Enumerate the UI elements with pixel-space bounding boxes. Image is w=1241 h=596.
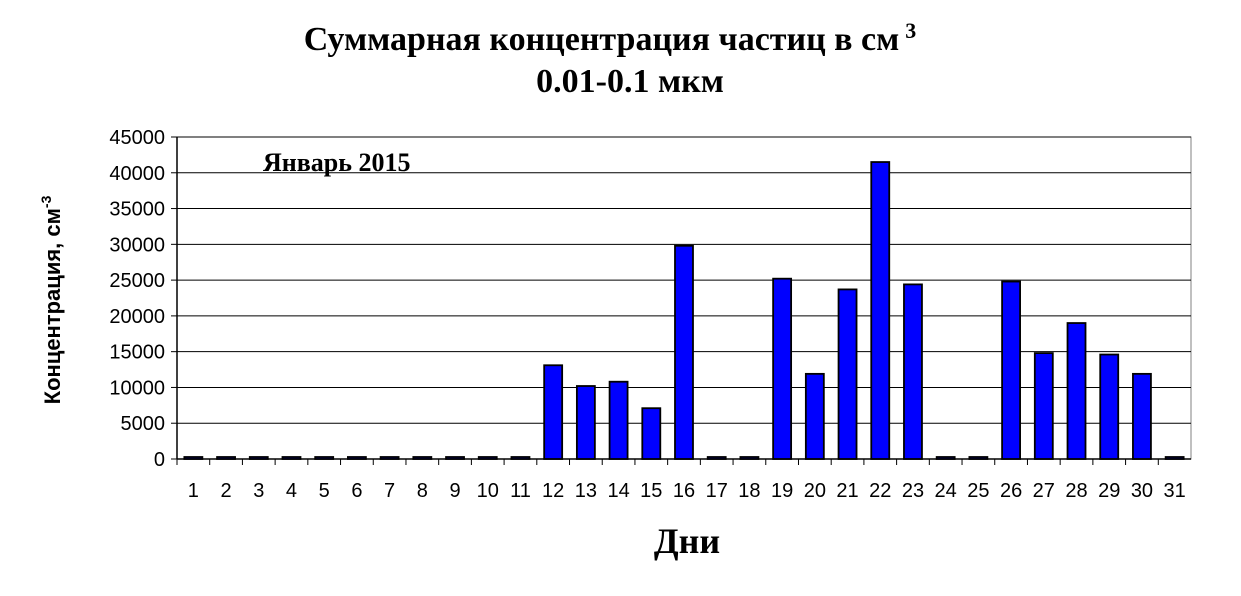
bar-day-15 bbox=[641, 407, 662, 460]
x-tick-label: 25 bbox=[967, 480, 989, 502]
chart-title-main: Суммарная концентрация частиц в см bbox=[304, 21, 900, 58]
x-tick-label: 9 bbox=[449, 480, 460, 502]
bar-day-4 bbox=[281, 456, 302, 460]
x-tick-label: 31 bbox=[1164, 480, 1186, 502]
x-tick-label: 12 bbox=[542, 480, 564, 502]
bar-day-3 bbox=[248, 456, 269, 460]
x-tick-label: 18 bbox=[738, 480, 760, 502]
x-tick-label: 14 bbox=[607, 480, 629, 502]
bar-day-5 bbox=[314, 456, 335, 460]
bar-day-21 bbox=[837, 288, 858, 460]
bar-day-9 bbox=[445, 456, 465, 460]
bar-day-17 bbox=[706, 456, 727, 460]
bar-day-27 bbox=[1033, 352, 1054, 460]
y-axis-label-main: Концентрация, см bbox=[40, 208, 65, 404]
bar-day-29 bbox=[1099, 353, 1120, 460]
x-tick-label: 30 bbox=[1131, 480, 1153, 502]
bar-day-31 bbox=[1164, 456, 1185, 460]
x-tick-label: 28 bbox=[1065, 480, 1087, 502]
y-tick-label: 35000 bbox=[109, 199, 165, 221]
x-tick-label: 3 bbox=[253, 480, 264, 502]
x-tick-label: 7 bbox=[384, 480, 395, 502]
x-axis-label: Дни bbox=[654, 521, 720, 561]
bar-day-24 bbox=[935, 456, 956, 460]
y-axis-label-superscript: -3 bbox=[38, 195, 54, 208]
x-tick-label: 15 bbox=[640, 480, 662, 502]
y-tick-label: 15000 bbox=[109, 342, 165, 364]
bar-day-18 bbox=[739, 456, 760, 460]
chart-title-line2: 0.01-0.1 мкм bbox=[536, 63, 724, 100]
y-tick-label: 25000 bbox=[109, 270, 165, 292]
bar-day-25 bbox=[968, 456, 989, 460]
x-tick-label: 4 bbox=[286, 480, 297, 502]
x-tick-labels: 1 2 3 4 5 6 7 8 9 10 11 12 13 14 15 16 17 18 19 20 21 22 23 24 2… bbox=[188, 480, 1186, 502]
bar-day-10 bbox=[477, 456, 498, 460]
bars-layer bbox=[183, 161, 1185, 460]
bar-day-2 bbox=[216, 456, 236, 460]
chart-title-superscript: 3 bbox=[905, 18, 916, 43]
x-tick-label: 5 bbox=[319, 480, 330, 502]
x-tick-label: 27 bbox=[1033, 480, 1055, 502]
bar-day-7 bbox=[379, 456, 400, 460]
y-tick-label: 45000 bbox=[109, 127, 165, 149]
bar-day-22 bbox=[870, 161, 891, 460]
bar-day-13 bbox=[575, 385, 596, 460]
x-tick-label: 21 bbox=[836, 480, 858, 502]
x-tick-label: 23 bbox=[902, 480, 924, 502]
x-tick-label: 22 bbox=[869, 480, 891, 502]
bar-day-16 bbox=[674, 244, 694, 460]
x-tick-label: 17 bbox=[706, 480, 728, 502]
y-tick-labels: 0 5000 10000 15000 20000 25000 30000 35000 40000… bbox=[109, 127, 165, 471]
bar-day-30 bbox=[1132, 372, 1152, 460]
x-tick-label: 10 bbox=[477, 480, 499, 502]
bar-day-28 bbox=[1066, 322, 1087, 460]
x-tick-label: 16 bbox=[673, 480, 695, 502]
y-tick-label: 40000 bbox=[109, 163, 165, 185]
chart-annotation: Январь 2015 bbox=[263, 148, 411, 177]
bar-day-20 bbox=[804, 372, 825, 460]
x-tick-label: 2 bbox=[220, 480, 231, 502]
x-tick-label: 29 bbox=[1098, 480, 1120, 502]
y-axis-label: Концентрация, см-3 bbox=[38, 195, 65, 404]
x-tick-label: 8 bbox=[417, 480, 428, 502]
y-tick-label: 30000 bbox=[109, 234, 165, 256]
x-tick-label: 24 bbox=[935, 480, 957, 502]
chart-title-line1: Суммарная концентрация частиц в см 3 bbox=[304, 18, 917, 58]
bar-day-6 bbox=[347, 456, 367, 460]
bar-day-8 bbox=[412, 456, 433, 460]
bar-day-1 bbox=[183, 456, 204, 460]
y-tick-label: 10000 bbox=[109, 377, 165, 399]
x-tick-label: 1 bbox=[188, 480, 199, 502]
x-tick-label: 11 bbox=[510, 480, 531, 502]
x-tick-label: 6 bbox=[351, 480, 362, 502]
x-tick-label: 20 bbox=[804, 480, 826, 502]
bar-day-14 bbox=[608, 380, 629, 460]
y-tick-label: 0 bbox=[154, 449, 165, 471]
x-tick-label: 26 bbox=[1000, 480, 1022, 502]
bar-day-23 bbox=[903, 283, 923, 460]
bar-day-12 bbox=[543, 364, 564, 460]
bar-day-19 bbox=[772, 277, 793, 460]
x-tick-label: 13 bbox=[575, 480, 597, 502]
bar-day-11 bbox=[510, 456, 531, 460]
y-tick-label: 5000 bbox=[121, 413, 166, 435]
x-tick-label: 19 bbox=[771, 480, 793, 502]
bar-day-26 bbox=[1001, 280, 1021, 460]
y-tick-label: 20000 bbox=[109, 306, 165, 328]
